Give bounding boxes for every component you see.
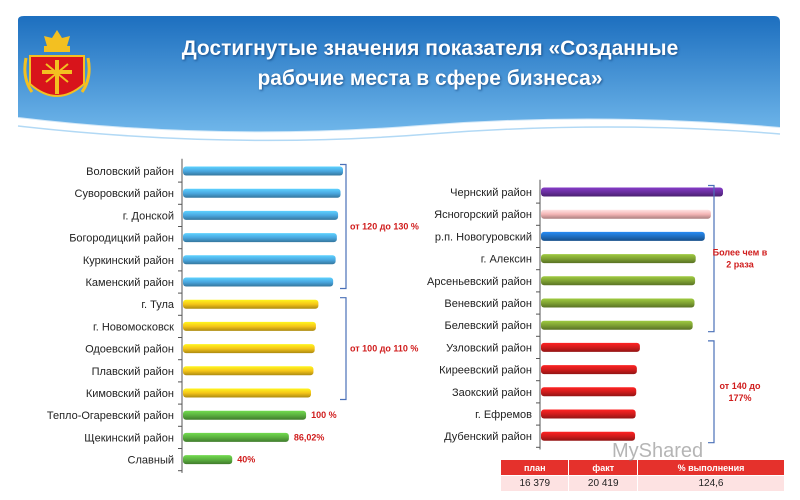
bar [183,210,339,220]
bar [183,410,307,420]
category-label: р.п. Новогуровский [435,231,532,243]
page-title: Достигнутые значения показателя «Созданн… [110,34,750,94]
range-annotation: от 120 до 130 % [350,222,419,232]
range-annotation: 177% [728,393,751,403]
category-label: Белевский район [445,320,532,332]
range-bracket [340,297,347,401]
bar [183,455,233,465]
range-bracket [708,340,715,444]
bar [183,255,336,265]
bar [541,231,705,241]
range-annotation: от 100 до 110 % [350,344,418,354]
bar [183,188,341,198]
plan-header: план [499,459,570,476]
title-line-2: рабочие места в сфере бизнеса» [257,67,603,90]
category-label: Воловский район [86,166,174,178]
bar [183,366,314,376]
category-label: Веневский район [444,298,532,310]
range-annotation: от 140 до [720,381,761,391]
bar [541,187,723,197]
category-label: Славный [128,455,174,467]
category-label: г. Новомосковск [93,321,174,333]
bar [541,431,636,441]
bar [183,321,316,331]
category-label: г. Алексин [481,254,532,266]
category-label: г. Донской [123,210,174,222]
category-label: Дубенский район [444,431,532,443]
range-bracket [708,184,715,333]
data-label: 86,02% [294,432,325,442]
category-label: Щекинский район [84,432,174,444]
bar [183,233,337,243]
bar [183,432,289,442]
category-label: Узловский район [446,342,532,354]
bar [541,276,696,286]
bar [183,299,319,309]
bar [541,209,711,219]
summary-table: план факт % выполнения 16 379 20 419 124… [499,459,786,492]
bar [541,387,637,397]
bar [541,365,637,375]
category-label: Ясногорский район [434,209,532,221]
category-label: Заокский район [452,387,532,399]
bar [183,388,311,398]
watermark: MyShared [612,440,704,462]
category-label: Богородицкий район [69,233,174,245]
bar [541,298,695,308]
category-label: Одоевский район [85,344,174,356]
bar [541,320,693,330]
category-label: Киреевский район [439,365,532,377]
bar [541,254,696,264]
range-annotation: Более чем в [713,248,768,258]
bar [183,166,343,176]
plan-value: 16 379 [499,475,570,492]
data-label: 40% [237,455,255,465]
data-label: 100 % [311,410,337,420]
category-label: Чернский район [450,187,532,199]
percent-value: 124,6 [636,475,786,492]
category-label: Плавский район [92,366,174,378]
fact-value: 20 419 [568,475,638,492]
bar [183,344,315,354]
category-label: Суворовский район [75,188,174,200]
bar [541,409,636,419]
category-label: Каменский район [85,277,174,289]
category-label: Тепло-Огаревский район [47,410,174,422]
range-annotation: 2 раза [726,260,754,270]
bar [541,342,640,352]
category-label: Кимовский район [86,388,174,400]
category-label: г. Тула [141,299,175,311]
bar [183,277,334,287]
coat-of-arms-icon [23,30,91,97]
category-label: г. Ефремов [475,409,532,421]
summary-value-row: 16 379 20 419 124,6 [499,475,786,492]
title-line-1: Достигнутые значения показателя «Созданн… [181,37,679,60]
category-label: Куркинский район [83,255,174,267]
range-bracket [340,163,347,290]
category-label: Арсеньевский район [427,276,532,288]
